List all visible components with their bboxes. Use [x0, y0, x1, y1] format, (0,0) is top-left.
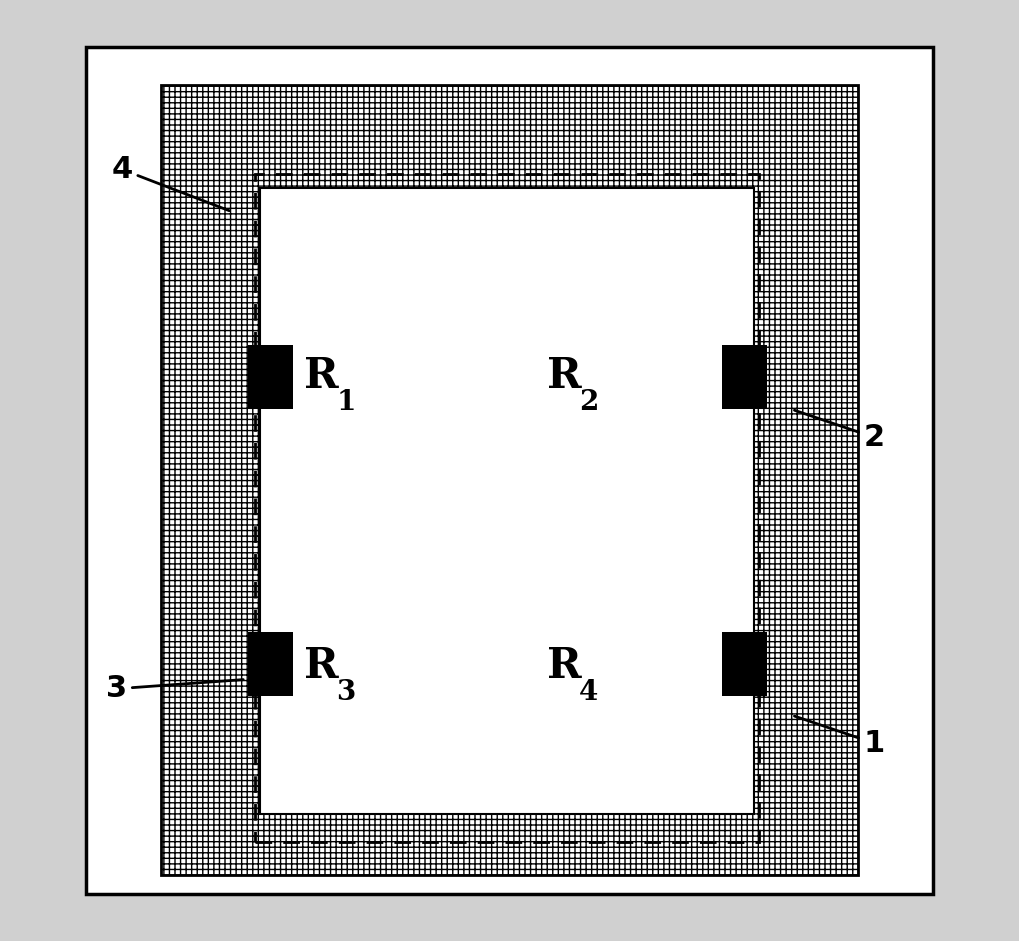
- Text: 1: 1: [795, 716, 886, 758]
- Bar: [161, 85, 858, 875]
- Text: 3: 3: [336, 679, 356, 706]
- Text: R: R: [305, 646, 339, 687]
- Bar: [722, 632, 767, 696]
- Bar: [722, 345, 767, 409]
- Text: 3: 3: [106, 675, 244, 703]
- Text: R: R: [547, 646, 582, 687]
- Bar: [248, 632, 293, 696]
- Text: 1: 1: [336, 390, 356, 416]
- Text: 4: 4: [579, 679, 598, 706]
- Text: 2: 2: [795, 410, 886, 452]
- Text: R: R: [305, 356, 339, 397]
- Text: R: R: [547, 356, 582, 397]
- Bar: [260, 188, 754, 814]
- Bar: [248, 345, 293, 409]
- Text: 2: 2: [579, 390, 598, 416]
- Bar: [256, 174, 759, 842]
- Text: 4: 4: [111, 155, 229, 211]
